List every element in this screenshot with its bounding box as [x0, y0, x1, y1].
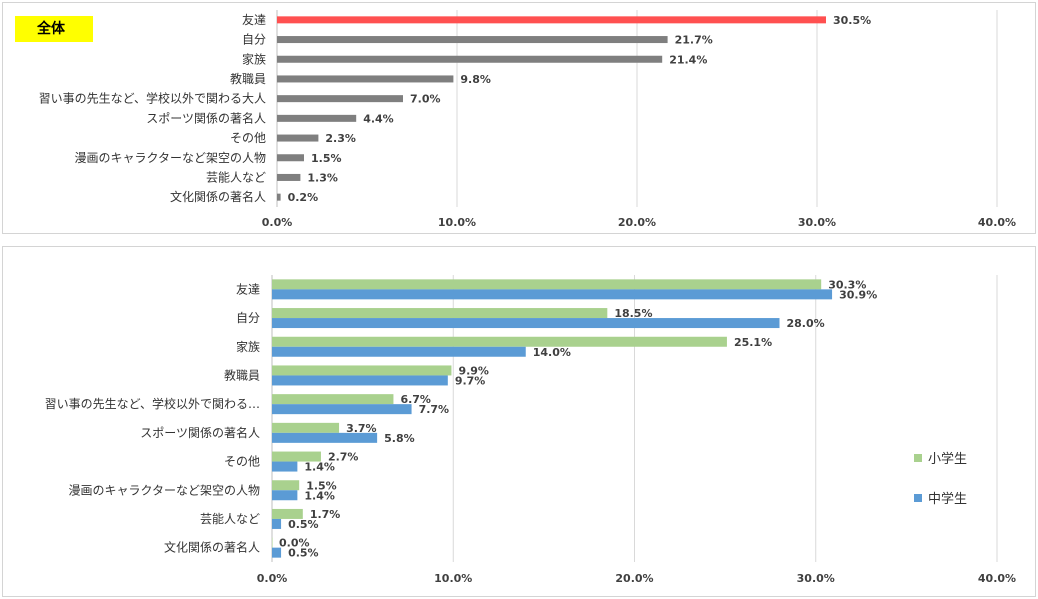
x-tick-label: 10.0%	[434, 572, 472, 585]
data-label: 21.4%	[669, 53, 707, 66]
data-label: 0.5%	[288, 518, 319, 531]
category-label: 家族	[236, 339, 260, 354]
bar	[277, 134, 319, 142]
category-label: 文化関係の著名人	[164, 540, 260, 555]
bar	[277, 95, 403, 103]
category-label: その他	[230, 131, 266, 145]
data-label: 0.5%	[288, 547, 319, 560]
bar-junior-high	[272, 547, 282, 558]
category-label: スポーツ関係の著名人	[146, 110, 266, 125]
data-label: 30.9%	[839, 288, 877, 301]
category-label: 芸能人など	[200, 512, 260, 526]
data-label: 1.5%	[306, 479, 337, 492]
x-tick-label: 30.0%	[797, 572, 835, 585]
bar	[277, 173, 301, 181]
category-label: 自分	[242, 33, 266, 47]
bar-elementary	[272, 422, 340, 433]
data-label: 0.0%	[279, 537, 310, 550]
data-label: 21.7%	[675, 34, 713, 47]
category-label: 教職員	[224, 367, 260, 382]
x-tick-label: 30.0%	[798, 216, 836, 229]
bar	[277, 36, 668, 44]
bar-junior-high	[272, 318, 780, 329]
data-label: 1.4%	[304, 489, 335, 502]
bar	[277, 114, 357, 122]
category-label: 教職員	[230, 71, 266, 86]
bar	[277, 16, 826, 24]
category-label: 習い事の先生など、学校以外で関わる大人	[39, 91, 266, 106]
data-label: 1.4%	[304, 461, 335, 474]
data-label: 1.5%	[311, 152, 342, 165]
data-label: 9.7%	[455, 374, 486, 387]
x-tick-label: 20.0%	[615, 572, 653, 585]
x-tick-label: 40.0%	[978, 572, 1016, 585]
bar-elementary	[272, 365, 452, 376]
bar	[277, 55, 663, 63]
bar-junior-high	[272, 490, 298, 501]
bar-elementary	[272, 279, 822, 290]
category-label: 文化関係の著名人	[170, 189, 266, 204]
bar-elementary	[272, 537, 273, 548]
bar-junior-high	[272, 518, 282, 529]
category-label: 漫画のキャラクターなど架空の人物	[68, 483, 260, 497]
data-label: 3.7%	[346, 422, 377, 435]
category-label: 習い事の先生など、学校以外で関わる…	[45, 396, 260, 411]
legend-label-elementary: 小学生	[928, 451, 967, 467]
data-label: 1.7%	[310, 508, 341, 521]
data-label: 5.8%	[384, 432, 415, 445]
category-label: 漫画のキャラクターなど架空の人物	[74, 151, 266, 165]
bar-junior-high	[272, 289, 833, 300]
data-label: 18.5%	[614, 307, 652, 320]
bar-elementary	[272, 336, 727, 347]
data-label: 2.3%	[325, 132, 356, 145]
category-label: 友達	[242, 13, 266, 27]
bar-junior-high	[272, 432, 378, 443]
data-label: 2.7%	[328, 451, 359, 464]
category-label: 友達	[236, 282, 260, 296]
data-label: 30.3%	[828, 278, 866, 291]
data-label: 7.7%	[419, 403, 450, 416]
data-label: 9.9%	[458, 364, 489, 377]
data-label: 9.8%	[460, 73, 491, 86]
data-label: 7.0%	[410, 93, 441, 106]
x-tick-label: 0.0%	[262, 216, 293, 229]
x-tick-label: 10.0%	[438, 216, 476, 229]
bar-junior-high	[272, 461, 298, 472]
bar	[277, 75, 454, 83]
category-label: 芸能人など	[206, 170, 266, 184]
x-tick-label: 40.0%	[978, 216, 1016, 229]
x-tick-label: 0.0%	[257, 572, 288, 585]
grade-chart-panel	[2, 246, 1036, 597]
legend-label-junior-high: 中学生	[928, 491, 967, 507]
bar-elementary	[272, 394, 394, 405]
data-label: 14.0%	[533, 346, 571, 359]
bar	[277, 154, 304, 162]
category-label: スポーツ関係の著名人	[140, 425, 260, 440]
bar-junior-high	[272, 375, 448, 386]
category-label: 家族	[242, 51, 266, 66]
bar-junior-high	[272, 404, 412, 415]
data-label: 1.3%	[307, 171, 338, 184]
bar-elementary	[272, 451, 321, 462]
data-label: 0.2%	[288, 191, 319, 204]
data-label: 25.1%	[734, 336, 772, 349]
bar-elementary	[272, 508, 303, 519]
data-label: 28.0%	[787, 317, 825, 330]
category-label: その他	[224, 455, 260, 469]
data-label: 30.5%	[833, 14, 871, 27]
category-label: 自分	[236, 311, 260, 325]
bar-elementary	[272, 308, 608, 319]
x-tick-label: 20.0%	[618, 216, 656, 229]
overall-badge: 全体	[15, 16, 93, 42]
data-label: 4.4%	[363, 112, 394, 125]
bar	[277, 193, 281, 201]
bar-junior-high	[272, 346, 526, 357]
bar-elementary	[272, 480, 300, 491]
legend-marker-elementary	[914, 454, 922, 462]
legend-marker-junior-high	[914, 494, 922, 502]
data-label: 6.7%	[400, 393, 431, 406]
